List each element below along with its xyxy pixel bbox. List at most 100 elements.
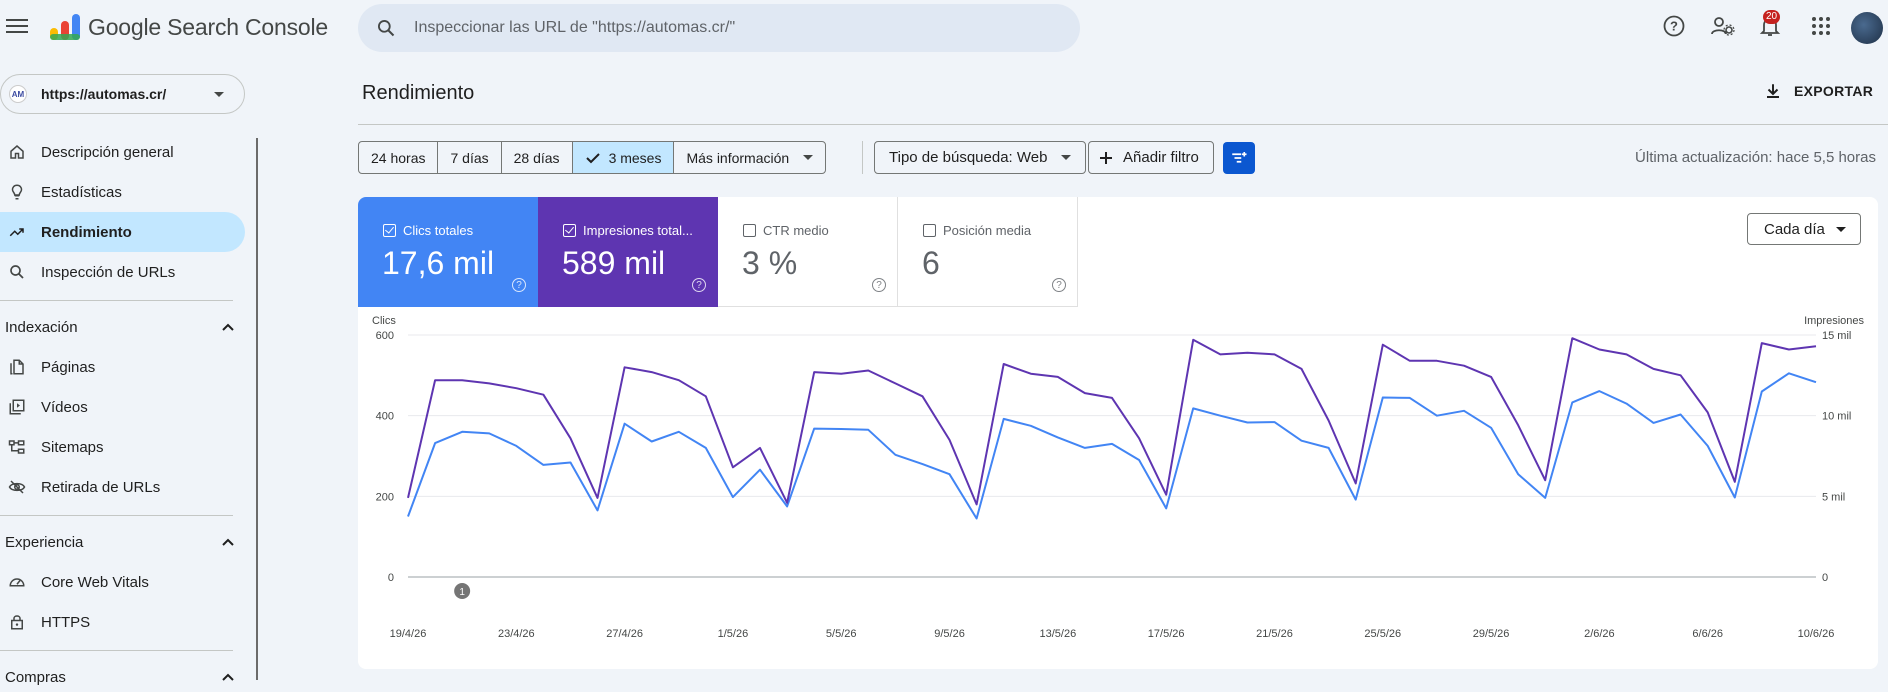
sidebar-item-https[interactable]: HTTPS [0,602,245,642]
sidebar-item-label: Retirada de URLs [41,478,161,496]
export-button[interactable]: EXPORTAR [1764,82,1873,100]
x-tick-label: 2/6/26 [1584,628,1615,640]
x-tick-label: 27/4/26 [606,628,643,640]
property-favicon: AM [9,85,27,103]
property-url: https://automas.cr/ [41,86,167,102]
sidebar-item-removals[interactable]: Retirada de URLs [0,467,245,507]
y-tick-label-right: 10 mil [1822,411,1851,423]
more-info-label: Más información [686,149,790,166]
series-line-clics [407,372,1817,520]
help-icon[interactable]: ? [872,278,886,292]
url-inspection-input[interactable] [414,19,1014,37]
annotation-marker [454,583,471,599]
sidebar-item-insights[interactable]: Estadísticas [0,172,245,212]
export-label: EXPORTAR [1794,83,1874,99]
section-indexing[interactable]: Indexación [5,312,235,342]
metric-value: 589 mil [562,245,666,281]
x-tick-label: 6/6/26 [1692,628,1723,640]
metric-total-clicks[interactable]: Clics totales 17,6 mil ? [358,197,538,307]
sidebar-divider [0,515,233,516]
chevron-up-icon [222,323,234,331]
sidebar-item-label: Páginas [41,358,96,376]
filter-settings-button[interactable] [1223,142,1255,174]
x-tick-label: 29/5/26 [1473,628,1510,640]
x-tick-label: 25/5/26 [1364,628,1401,640]
sidebar-item-performance[interactable]: Rendimiento [0,212,245,252]
sidebar-item-videos[interactable]: Vídeos [0,387,245,427]
help-icon[interactable]: ? [1662,14,1686,38]
add-filter-button[interactable]: Añadir filtro [1088,141,1214,174]
section-title: Indexación [5,318,78,336]
metric-value: 6 [922,245,940,281]
sidebar-item-url-inspection[interactable]: Inspección de URLs [0,252,245,292]
range-28d-label: 28 días [513,149,560,166]
range-7d-button[interactable]: 7 días [438,142,502,173]
filter-list-icon [1232,152,1247,163]
chevron-down-icon [803,155,814,160]
toolbar-separator [862,141,863,174]
metric-label: CTR medio [763,223,829,238]
menu-icon[interactable] [6,16,28,38]
help-icon[interactable]: ? [1052,278,1066,292]
metric-average-position[interactable]: Posición media 6 ? [898,197,1078,307]
sidebar-scrollbar[interactable] [256,138,258,680]
y-tick-label-right: 15 mil [1822,330,1851,342]
search-icon [378,20,395,37]
range-24h-button[interactable]: 24 horas [359,142,439,173]
page-title: Rendimiento [362,82,475,104]
sidebar-item-label: Descripción general [41,143,174,161]
help-icon[interactable]: ? [692,278,706,292]
x-tick-label: 13/5/26 [1039,628,1076,640]
left-axis-title: Clics [372,315,396,327]
plus-icon [1100,151,1112,164]
x-tick-label: 10/6/26 [1798,628,1835,640]
sidebar-item-sitemaps[interactable]: Sitemaps [0,427,245,467]
sidebar-item-core-web-vitals[interactable]: Core Web Vitals [0,562,245,602]
help-icon[interactable]: ? [512,278,526,292]
checkbox-unchecked-icon[interactable] [743,224,756,237]
url-inspection-search[interactable] [358,4,1080,52]
trending-up-icon [9,228,24,237]
metric-total-impressions[interactable]: Impresiones total... 589 mil ? [538,197,718,307]
chevron-up-icon [222,673,234,681]
sidebar-item-pages[interactable]: Páginas [0,347,245,387]
x-tick-label: 5/5/26 [826,628,857,640]
chevron-up-icon [222,538,234,546]
annotation-label: 1 [459,587,465,598]
checkbox-checked-icon[interactable] [563,224,576,237]
sidebar-item-label: Vídeos [41,398,88,416]
checkbox-unchecked-icon[interactable] [923,224,936,237]
eye-off-icon [8,480,26,494]
pages-icon [10,359,24,375]
sidebar-item-overview[interactable]: Descripción general [0,132,245,172]
range-24h-label: 24 horas [371,149,426,166]
sitemap-icon [8,440,25,454]
apps-grid-icon[interactable] [1809,14,1833,38]
y-tick-label-left: 400 [376,411,394,423]
app-title: Google Search Console [88,13,329,40]
manage-users-icon[interactable] [1710,14,1736,38]
metric-average-ctr[interactable]: CTR medio 3 % ? [718,197,898,307]
granularity-dropdown[interactable]: Cada día [1747,213,1861,245]
section-experience[interactable]: Experiencia [5,527,235,557]
section-shopping[interactable]: Compras [5,662,235,692]
section-title: Experiencia [5,533,84,551]
y-tick-label-right: 0 [1822,572,1828,584]
account-avatar[interactable] [1851,12,1883,44]
video-icon [9,399,25,415]
search-type-dropdown[interactable]: Tipo de búsqueda: Web [874,141,1087,174]
property-selector[interactable]: AM https://automas.cr/ [0,74,245,114]
checkbox-checked-icon[interactable] [383,224,396,237]
metric-value: 3 % [742,245,798,281]
range-28d-button[interactable]: 28 días [502,142,573,173]
app-logo[interactable]: Google Search Console [48,12,328,42]
y-tick-label-right: 5 mil [1822,491,1845,503]
range-3m-button[interactable]: 3 meses [572,142,675,173]
sidebar-item-label: HTTPS [41,613,91,631]
gauge-icon [9,578,25,587]
more-info-dropdown[interactable]: Más información [674,142,825,173]
metric-value: 17,6 mil [382,245,495,281]
sidebar-divider [0,300,233,301]
x-tick-label: 19/4/26 [390,628,427,640]
sidebar-item-label: Sitemaps [41,438,104,456]
